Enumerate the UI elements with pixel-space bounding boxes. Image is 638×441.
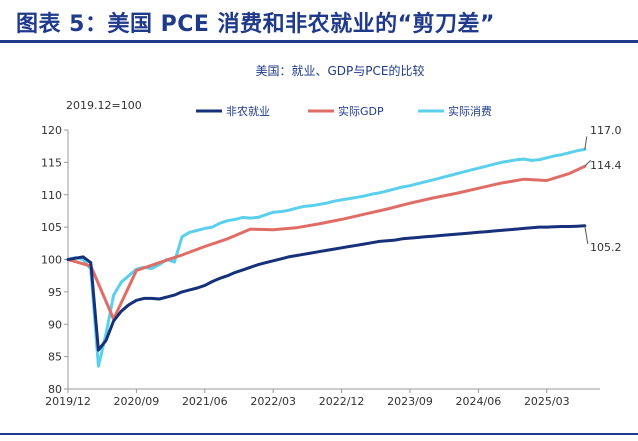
series-line-2 xyxy=(66,147,587,368)
axes: 80 85 90 95 100 105 110 115 120 2019/12 2020/09 202… xyxy=(41,124,600,408)
y-tick-label: 100 xyxy=(41,254,62,267)
y-tick-label: 105 xyxy=(41,221,62,234)
x-tick-label: 2023/09 xyxy=(387,395,433,408)
legend-label: 实际GDP xyxy=(338,104,384,118)
end-label-leader xyxy=(584,225,589,244)
chart-title: 美国：就业、GDP与PCE的比较 xyxy=(256,63,425,78)
end-value-label: 117.0 xyxy=(590,124,622,137)
x-tick-label: 2025/03 xyxy=(524,395,570,408)
bottom-divider xyxy=(0,433,638,435)
x-tick-label: 2020/09 xyxy=(114,395,160,408)
title-divider xyxy=(0,40,638,43)
legend-label: 非农就业 xyxy=(226,104,270,118)
legend: 非农就业 实际GDP 实际消费 xyxy=(196,104,492,118)
y-tick-label: 85 xyxy=(48,351,62,364)
x-tick-label: 2022/03 xyxy=(250,395,296,408)
end-value-label: 114.4 xyxy=(590,159,622,172)
x-tick-label: 2019/12 xyxy=(45,395,91,408)
end-label-leader xyxy=(584,136,588,150)
x-tick-label: 2024/06 xyxy=(456,395,502,408)
series-line-0 xyxy=(66,224,587,352)
y-tick-label: 115 xyxy=(41,156,62,169)
legend-label: 实际消费 xyxy=(448,104,492,118)
end-label-leader xyxy=(584,159,592,167)
y-tick-label: 120 xyxy=(41,124,62,137)
end-value-label: 105.2 xyxy=(590,241,622,254)
y-tick-label: 110 xyxy=(41,189,62,202)
y-tick-label: 95 xyxy=(48,286,62,299)
x-tick-label: 2021/06 xyxy=(182,395,228,408)
series-group: 117.0 114.4 105.2 xyxy=(66,124,622,368)
x-tick-label: 2022/12 xyxy=(319,395,365,408)
y-tick-label: 90 xyxy=(48,318,62,331)
figure-title: 图表 5：美国 PCE 消费和非农就业的“剪刀差” xyxy=(16,12,496,37)
series-line-1 xyxy=(66,164,587,321)
y-tick-label: 80 xyxy=(48,383,62,396)
unit-label: 2019.12=100 xyxy=(66,99,142,112)
